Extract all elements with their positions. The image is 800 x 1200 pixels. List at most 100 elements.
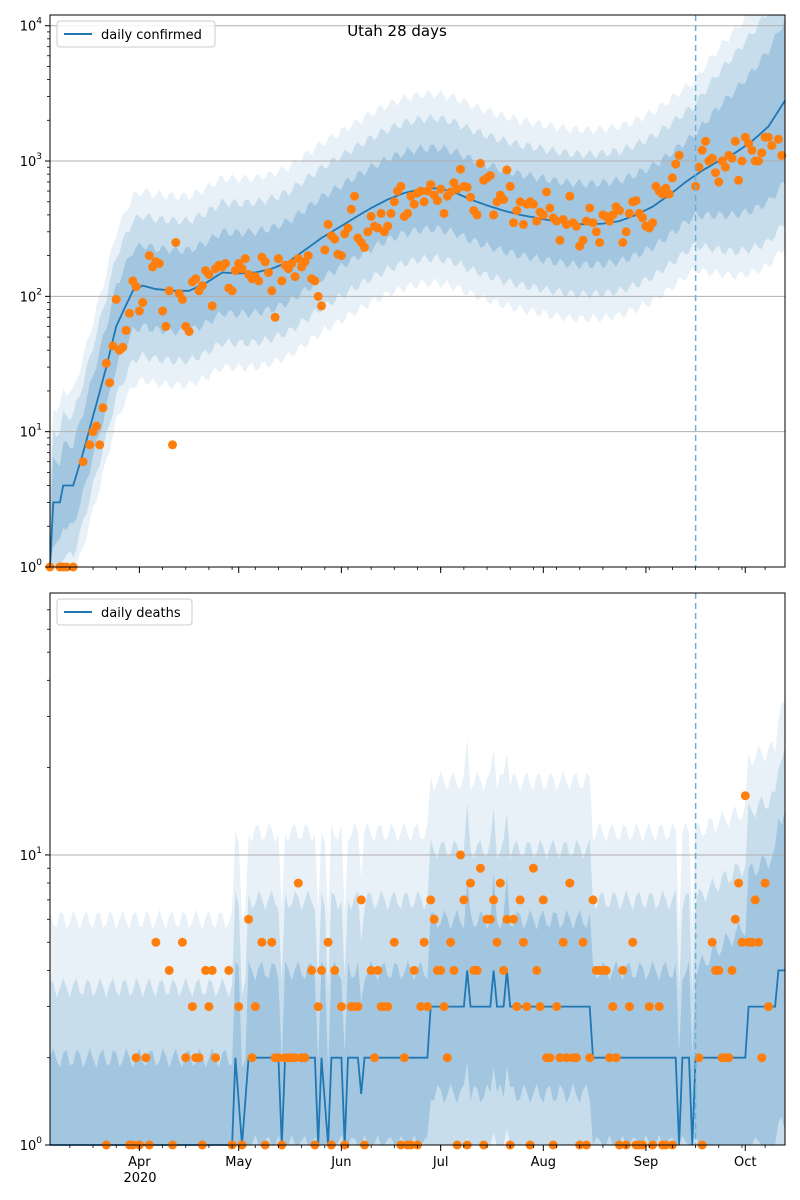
confidence-band-1 (50, 746, 785, 1145)
deaths-bands (50, 701, 785, 1145)
data-point (585, 203, 595, 213)
data-point (181, 1053, 191, 1063)
x-tick-label: Aug (531, 1155, 556, 1170)
data-point (168, 440, 177, 450)
data-point (605, 1053, 614, 1063)
data-point (595, 238, 605, 247)
data-point (571, 1053, 581, 1063)
data-point (757, 1053, 767, 1063)
data-point (313, 1002, 323, 1012)
data-point (621, 227, 631, 237)
data-point (307, 965, 317, 975)
data-point (671, 159, 681, 169)
data-point (158, 306, 168, 316)
data-point (505, 181, 515, 191)
confidence-band-1 (50, 15, 785, 567)
data-point (538, 895, 548, 905)
data-point (383, 1002, 393, 1012)
data-point (565, 191, 575, 201)
data-point (754, 937, 763, 947)
data-point (409, 199, 419, 209)
data-point (509, 914, 518, 924)
data-point (323, 937, 333, 947)
data-point (373, 223, 383, 233)
data-point (356, 895, 366, 905)
data-point (555, 235, 565, 245)
legend-box (56, 598, 193, 626)
x-tick-label: Oct (734, 1155, 756, 1170)
data-point (485, 171, 495, 181)
data-point (287, 259, 297, 268)
data-point (419, 937, 429, 947)
data-point (267, 937, 277, 947)
data-point (310, 276, 320, 286)
data-point (85, 440, 95, 450)
data-point (591, 227, 601, 237)
data-point (330, 234, 340, 244)
cases-x-ticks (69, 567, 766, 573)
data-point (667, 173, 677, 183)
data-point (144, 251, 154, 261)
data-point (489, 895, 499, 905)
data-point (207, 965, 217, 975)
deaths-legend: daily deaths (56, 598, 193, 626)
legend-label-cases: daily confirmed (101, 28, 202, 43)
data-point (727, 153, 737, 163)
data-point (585, 1053, 595, 1063)
data-point (111, 294, 121, 304)
x-year-label: 2020 (123, 1171, 156, 1186)
data-point (270, 312, 280, 322)
data-point (720, 162, 730, 172)
data-point (197, 281, 207, 291)
data-point (502, 165, 512, 175)
data-point (194, 1053, 204, 1063)
data-point (618, 965, 628, 975)
data-point (290, 1053, 300, 1063)
data-point (644, 1002, 654, 1012)
data-point (542, 187, 552, 197)
data-point (141, 1053, 151, 1063)
deaths-y-ticks: 100 101 (20, 609, 50, 1154)
data-point (777, 150, 787, 160)
data-point (475, 863, 485, 873)
data-point (399, 1053, 409, 1063)
data-point (386, 208, 396, 218)
data-point (267, 286, 277, 296)
data-point (578, 937, 588, 947)
data-point (565, 878, 575, 888)
data-point (118, 342, 128, 352)
data-point (436, 184, 446, 194)
data-point (535, 1002, 545, 1012)
data-point (694, 1053, 704, 1063)
data-point (711, 168, 720, 178)
data-point (317, 301, 326, 311)
data-point (403, 208, 413, 218)
data-point (485, 914, 495, 924)
data-point (654, 1002, 664, 1012)
data-point (131, 282, 141, 292)
data-point (264, 268, 273, 277)
data-point (422, 1002, 432, 1012)
data-point (389, 197, 399, 207)
data-point (588, 218, 598, 228)
data-point (475, 158, 485, 168)
data-point (353, 1002, 363, 1012)
data-point (611, 1053, 621, 1063)
data-point (240, 254, 250, 264)
data-point (522, 1002, 532, 1012)
data-point (273, 254, 283, 264)
data-point (615, 206, 624, 216)
data-point (303, 251, 313, 261)
data-point (409, 965, 419, 975)
data-point (701, 136, 710, 146)
y-tick-label: 100 (20, 1136, 43, 1154)
data-point (608, 1002, 618, 1012)
data-point (290, 272, 300, 282)
data-point (528, 863, 538, 873)
x-tick-label: Jul (432, 1155, 449, 1170)
data-point (545, 203, 555, 213)
data-point (552, 1002, 562, 1012)
data-point (763, 1002, 773, 1012)
x-tick-label: May (225, 1155, 252, 1170)
data-point (747, 145, 757, 155)
